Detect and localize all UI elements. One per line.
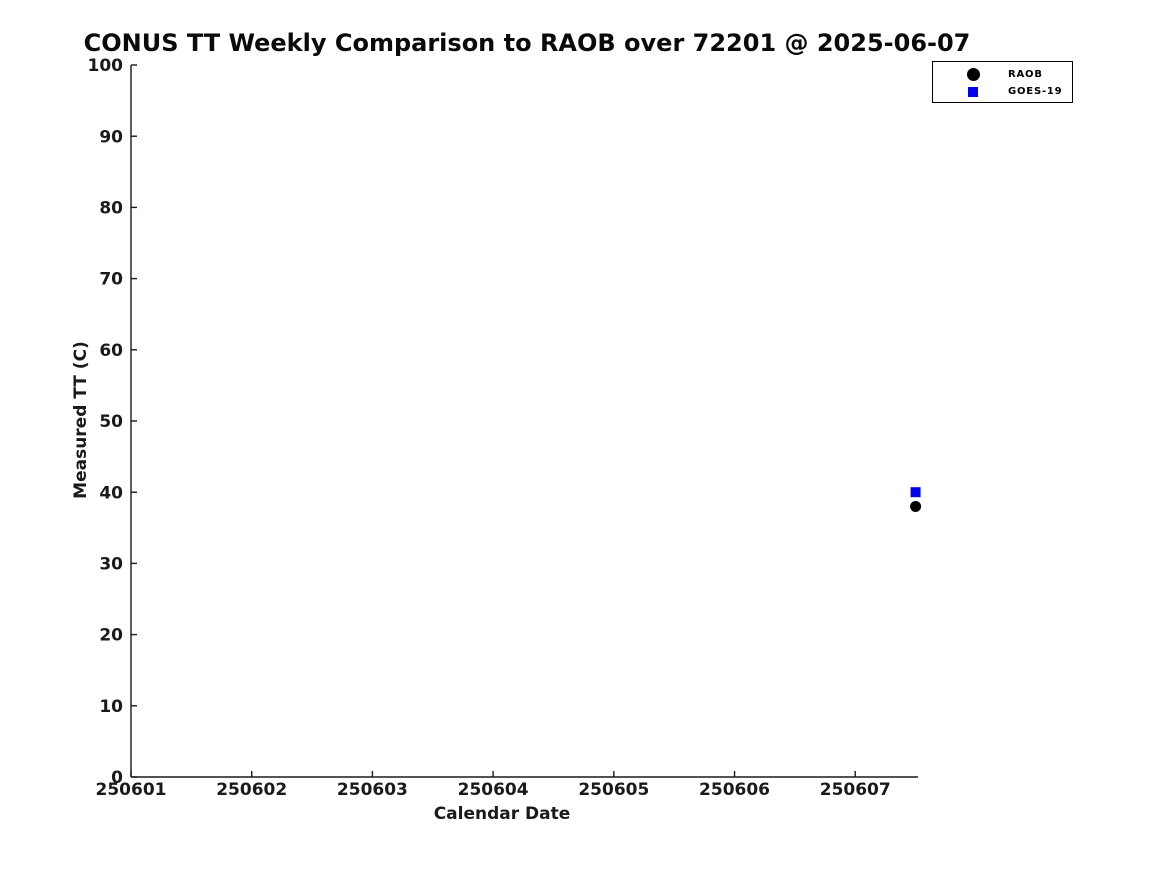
x-tick-label: 250603: [337, 780, 408, 800]
y-tick-label: 50: [99, 412, 123, 432]
y-tick-label: 70: [99, 270, 123, 290]
y-tick-label: 10: [99, 697, 123, 717]
data-point-raob: [910, 500, 922, 512]
x-tick-label: 250605: [578, 780, 649, 800]
x-tick-label: 250607: [820, 780, 891, 800]
y-tick-label: 40: [99, 483, 123, 503]
legend: RAOB GOES-19: [932, 61, 1073, 103]
x-tick-label: 250601: [96, 780, 167, 800]
raob-circle-marker-icon: [966, 68, 980, 82]
legend-label-goes-19: GOES-19: [1008, 86, 1063, 97]
x-tick-label: 250602: [216, 780, 287, 800]
legend-item-raob: RAOB: [933, 66, 1072, 83]
y-tick-label: 20: [99, 626, 123, 646]
y-tick-label: 100: [88, 56, 124, 76]
chart-title: CONUS TT Weekly Comparison to RAOB over …: [83, 29, 971, 57]
y-tick-label: 0: [111, 768, 123, 788]
goes-19-square-marker-icon: [966, 85, 980, 99]
x-axis-label: Calendar Date: [433, 804, 571, 824]
x-tick-label: 250606: [699, 780, 770, 800]
y-tick-label: 30: [99, 555, 123, 575]
y-tick-label: 60: [99, 341, 123, 361]
y-tick-label: 90: [99, 127, 123, 147]
legend-item-goes-19: GOES-19: [933, 83, 1072, 100]
data-point-goes-19: [910, 487, 921, 498]
x-tick-label: 250604: [458, 780, 529, 800]
legend-label-raob: RAOB: [1008, 69, 1043, 80]
y-tick-label: 80: [99, 199, 123, 219]
